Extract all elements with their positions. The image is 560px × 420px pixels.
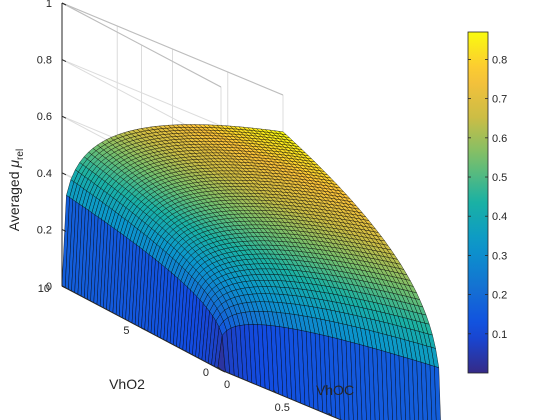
z-tick — [61, 59, 67, 63]
z-tick — [61, 228, 67, 232]
z-tick-label: 0.8 — [37, 55, 52, 67]
box-edge — [61, 2, 284, 96]
y-tick-label: 0 — [203, 367, 209, 379]
z-axis-label-symbol: μ — [6, 160, 22, 169]
y-tick-label: 10 — [38, 283, 50, 295]
colorbar-tick-label: 0.8 — [492, 54, 507, 66]
z-axis-label-subscript: rel — [15, 149, 26, 160]
z-tick-label: 0.4 — [37, 168, 52, 180]
z-tick — [61, 115, 67, 119]
z-tick-label: 0 — [46, 281, 52, 293]
x-tick — [272, 389, 277, 394]
z-tick-label: 1 — [46, 0, 52, 10]
z-tick-label: 0.2 — [37, 224, 52, 236]
y-axis-label: VhO2 — [109, 376, 145, 392]
colorbar-tick-label: 0.5 — [492, 172, 507, 184]
colorbar-tick-label: 0.1 — [492, 329, 507, 341]
colorbar: 0.1 0.2 0.3 0.4 0.5 0.6 0.7 0.8 — [467, 31, 507, 374]
y-tick — [61, 285, 67, 289]
surface-patch — [434, 366, 441, 420]
colorbar-tick-label: 0.2 — [492, 290, 507, 302]
z-tick — [61, 172, 67, 176]
z-axis-label-text: Averaged — [6, 168, 22, 232]
colorbar-fill — [467, 31, 489, 374]
box-edge — [61, 2, 222, 88]
colorbar-tick-label: 0.3 — [492, 250, 507, 262]
z-tick — [61, 2, 67, 6]
z-tick-label: 0.6 — [37, 111, 52, 123]
z-axis-label: Averaged μrel — [6, 149, 26, 231]
colorbar-tick-label: 0.4 — [492, 211, 507, 223]
colorbar-tick-label: 0.6 — [492, 133, 507, 145]
x-tick — [328, 412, 332, 417]
x-tick-label: 0 — [224, 379, 230, 391]
y-tick-label: 5 — [123, 325, 129, 337]
x-tick — [217, 366, 222, 371]
colorbar-tick-label: 0.7 — [492, 94, 507, 106]
surface-plot — [61, 124, 441, 420]
x-tick-label: 0.5 — [275, 402, 290, 414]
y-tick — [141, 327, 146, 331]
x-axis-label: VhOC — [316, 382, 354, 398]
